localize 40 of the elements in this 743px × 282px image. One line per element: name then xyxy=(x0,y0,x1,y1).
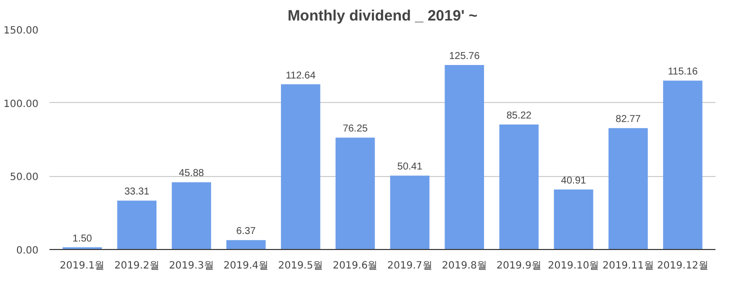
data-label: 82.77 xyxy=(616,114,642,126)
chart-title: Monthly dividend _ 2019' ~ xyxy=(288,8,478,24)
data-label: 33.31 xyxy=(124,186,150,198)
data-label: 76.25 xyxy=(342,124,368,135)
x-tick-label: 2019.8월 xyxy=(442,260,487,272)
y-tick-label: 50.00 xyxy=(10,172,39,184)
bar xyxy=(444,65,484,250)
bar xyxy=(608,128,648,250)
y-tick-label: 150.00 xyxy=(4,26,39,36)
bar xyxy=(172,182,212,250)
x-tick-label: 2019.12월 xyxy=(657,260,708,272)
y-tick-label: 0.00 xyxy=(16,246,38,256)
bar xyxy=(554,190,594,250)
bar xyxy=(280,84,320,250)
data-label: 50.41 xyxy=(397,162,423,173)
data-label: 115.16 xyxy=(668,66,698,78)
data-label: 1.50 xyxy=(72,233,92,244)
bar xyxy=(226,240,266,250)
data-label: 85.22 xyxy=(506,110,532,122)
x-tick-label: 2019.6월 xyxy=(332,260,378,272)
x-tick-label: 2019.9월 xyxy=(496,260,542,272)
data-label: 125.76 xyxy=(449,51,480,62)
x-tick-label: 2019.11월 xyxy=(602,260,654,272)
data-label: 112.64 xyxy=(286,70,316,82)
x-tick-label: 2019.5월 xyxy=(278,260,324,272)
x-tick-label: 2019.3월 xyxy=(168,260,214,272)
data-label: 40.91 xyxy=(561,176,587,186)
x-tick-label: 2019.10월 xyxy=(548,260,600,272)
bar xyxy=(663,80,702,250)
bar xyxy=(499,124,539,250)
bar xyxy=(336,138,375,250)
x-tick-label: 2019.2월 xyxy=(114,260,160,272)
y-tick-label: 100.00 xyxy=(4,98,39,110)
bar xyxy=(390,176,430,250)
x-tick-label: 2019.1월 xyxy=(60,260,105,272)
data-label: 6.37 xyxy=(236,226,256,238)
data-label: 45.88 xyxy=(178,168,204,180)
bar xyxy=(117,200,156,250)
x-tick-label: 2019.7월 xyxy=(387,260,432,272)
x-tick-label: 2019.4월 xyxy=(224,260,269,272)
